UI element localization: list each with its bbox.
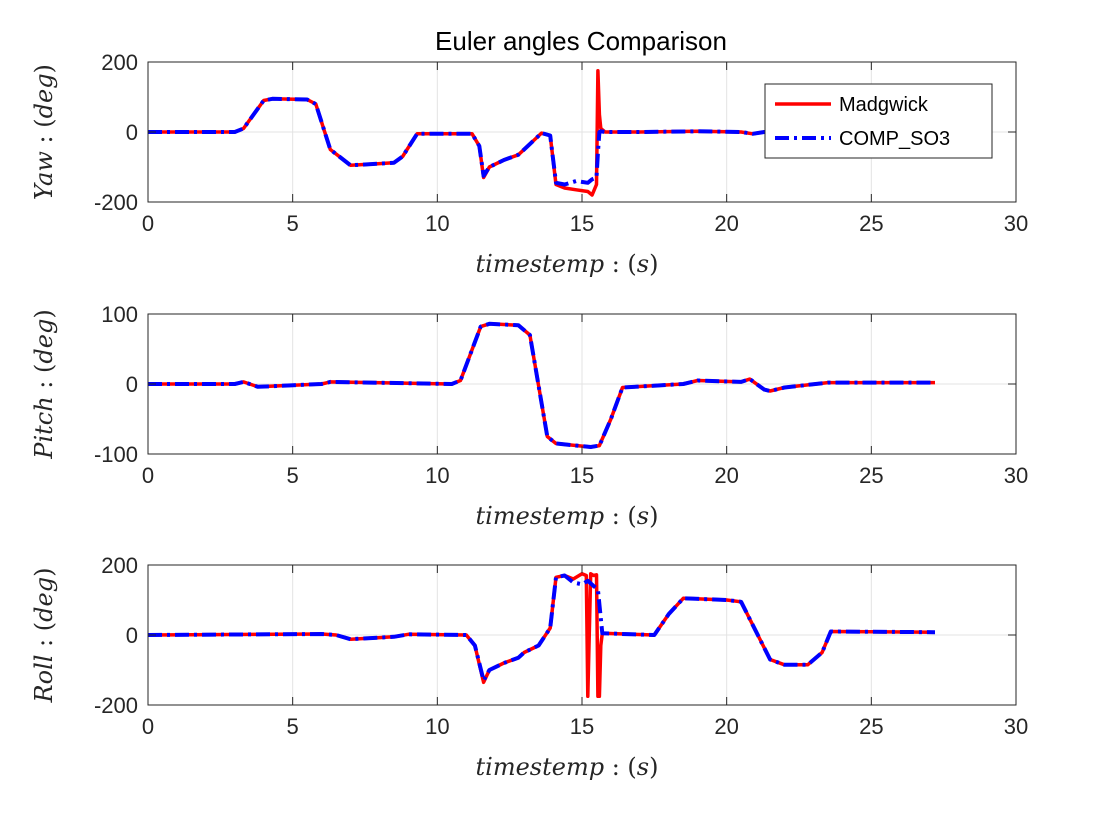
y-tick-label: 200 (101, 553, 138, 578)
x-tick-label: 5 (287, 714, 299, 739)
x-tick-label: 15 (570, 211, 594, 236)
x-tick-label: 5 (287, 211, 299, 236)
x-tick-label: 20 (714, 211, 738, 236)
y-axis-label: Yaw : (deg) (30, 64, 58, 200)
x-tick-label: 15 (570, 714, 594, 739)
y-tick-label: -200 (94, 693, 138, 718)
x-tick-label: 0 (142, 714, 154, 739)
x-tick-label: 25 (859, 714, 883, 739)
x-tick-label: 15 (570, 463, 594, 488)
legend-label: Madgwick (839, 94, 929, 116)
x-tick-label: 20 (714, 714, 738, 739)
y-tick-label: 200 (101, 50, 138, 75)
series-line-comp-so3 (147, 573, 936, 683)
x-tick-label: 30 (1004, 463, 1028, 488)
y-tick-label: 0 (126, 120, 138, 145)
y-tick-label: 100 (101, 302, 138, 327)
series-line-comp-so3 (148, 96, 771, 187)
y-axis-label: Roll : (deg) (30, 568, 58, 704)
x-tick-label: 0 (142, 211, 154, 236)
legend: Madgwick COMP_SO3 (764, 83, 993, 159)
y-tick-label: 0 (126, 372, 138, 397)
y-tick-label: 0 (126, 623, 138, 648)
x-tick-label: 25 (859, 211, 883, 236)
x-axis-label: timestemp : (s) (476, 753, 659, 781)
x-tick-label: 25 (859, 463, 883, 488)
legend-label: COMP_SO3 (839, 128, 950, 150)
y-tick-label: -200 (94, 190, 138, 215)
y-tick-label: -100 (94, 442, 138, 467)
figure-title: Euler angles Comparison (435, 26, 727, 56)
x-tick-label: 30 (1004, 714, 1028, 739)
x-tick-label: 10 (425, 714, 449, 739)
x-axis-label: timestemp : (s) (476, 502, 659, 530)
legend-box (764, 83, 993, 159)
x-tick-label: 10 (425, 463, 449, 488)
x-tick-label: 5 (287, 463, 299, 488)
x-tick-label: 20 (714, 463, 738, 488)
x-tick-label: 10 (425, 211, 449, 236)
series-line-madgwick (147, 572, 936, 699)
y-axis-label: Pitch : (deg) (30, 309, 58, 459)
x-tick-label: 0 (142, 463, 154, 488)
x-axis-label: timestemp : (s) (476, 250, 659, 278)
series-line-comp-so3 (148, 321, 935, 449)
x-tick-label: 30 (1004, 211, 1028, 236)
